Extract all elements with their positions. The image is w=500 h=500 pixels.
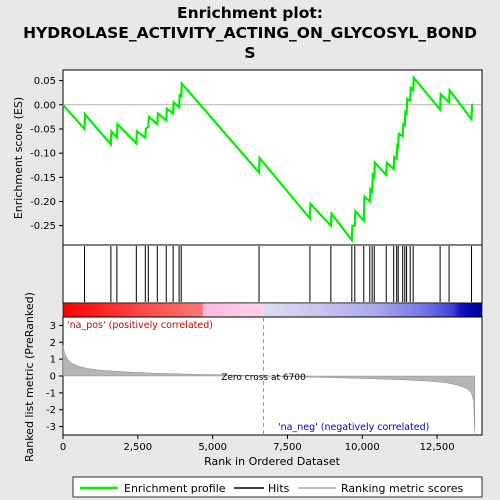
legend: Enrichment profile Hits Ranking metric s…	[72, 476, 483, 498]
rank-y-tick-label: 2	[50, 338, 56, 349]
es-plot-area	[62, 69, 483, 246]
title-line-3: S	[244, 44, 255, 62]
rank-metric-panel: 3 2 1 0 -1 -2 -3 Zero cross at 6700 'na_pos' (…	[23, 292, 483, 468]
es-y-tick-label: -0.20	[30, 197, 56, 208]
rank-y-ticks: 3 2 1 0 -1 -2 -3	[46, 321, 63, 433]
x-tick-label: 5,000	[198, 442, 227, 453]
hits-panel	[62, 244, 483, 304]
title-line-1: Enrichment plot:	[177, 4, 323, 22]
title-line-2: HYDROLASE_ACTIVITY_ACTING_ON_GLYCOSYL_BO…	[23, 24, 477, 42]
x-tick-label: 2,500	[124, 442, 153, 453]
es-y-tick-label: -0.10	[30, 149, 56, 160]
x-tick-label: 7,500	[273, 442, 302, 453]
legend-enrichment-label: Enrichment profile	[124, 482, 226, 495]
legend-ranking-label: Ranking metric scores	[341, 482, 463, 495]
es-y-tick-label: -0.05	[30, 124, 56, 135]
es-y-tick-label: -0.15	[30, 173, 56, 184]
x-axis-label: Rank in Ordered Dataset	[204, 455, 341, 468]
hits-plot-area	[62, 244, 483, 304]
zero-cross-label: Zero cross at 6700	[221, 373, 306, 383]
legend-box	[72, 476, 483, 498]
rank-y-tick-label: -2	[46, 405, 56, 416]
negative-correlation-label: 'na_neg' (negatively correlated)	[278, 422, 429, 433]
rank-y-axis-label: Ranked list metric (PreRanked)	[23, 292, 36, 462]
enrichment-profile-line	[62, 74, 474, 244]
es-y-axis-label: Enrichment score (ES)	[12, 97, 25, 219]
x-tick-label: 12,500	[420, 442, 455, 453]
legend-hits-label: Hits	[268, 482, 290, 495]
es-panel: 0.05 0.00 -0.05 -0.10 -0.15 -0.20 -0.25 Enrich…	[12, 69, 483, 246]
rank-color-bar	[62, 302, 483, 318]
ranking-metric-area	[62, 345, 476, 434]
x-tick-label: 0	[60, 442, 66, 453]
rank-y-tick-label: -3	[46, 422, 56, 433]
es-y-tick-label: -0.25	[30, 221, 56, 232]
color-bar-gradient	[62, 302, 483, 318]
chart-title: Enrichment plot: HYDROLASE_ACTIVITY_ACTI…	[23, 4, 477, 62]
rank-y-tick-label: 0	[50, 372, 56, 383]
rank-y-tick-label: 1	[50, 355, 56, 366]
rank-y-tick-label: 3	[50, 321, 56, 332]
rank-y-tick-label: -1	[46, 388, 56, 399]
es-y-ticks: 0.05 0.00 -0.05 -0.10 -0.15 -0.20 -0.25	[30, 76, 63, 232]
es-y-tick-label: 0.05	[34, 76, 56, 87]
es-y-tick-label: 0.00	[34, 100, 56, 111]
hit-marks	[84, 246, 473, 302]
positive-correlation-label: 'na_pos' (positively correlated)	[67, 320, 213, 331]
rank-x-ticks: 0 2,500 5,000 7,500 10,000 12,500	[60, 435, 455, 453]
x-tick-label: 10,000	[345, 442, 380, 453]
